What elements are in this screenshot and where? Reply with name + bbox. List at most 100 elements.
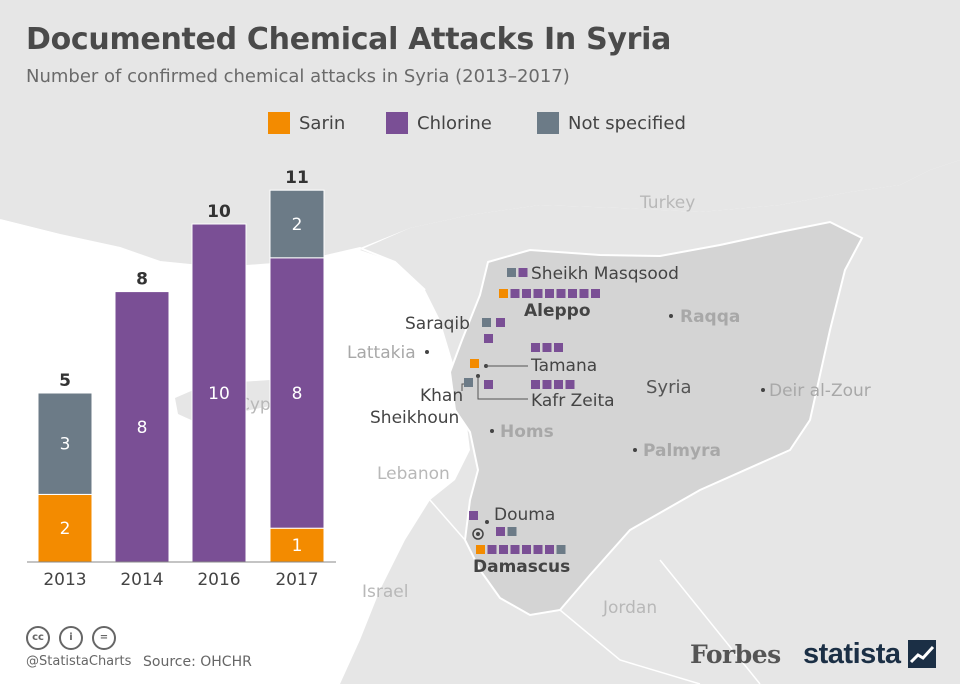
dot-raqqa	[669, 314, 673, 318]
map-square-kafr-zeita-4	[565, 380, 575, 389]
kafr-zeita-leader	[477, 376, 528, 400]
dot-palmyra	[633, 448, 637, 452]
bar-2013-not-specified	[37, 392, 93, 495]
bar-2017-not-specified	[269, 189, 325, 259]
map-square-aleppo-7	[579, 289, 589, 298]
city-sheikh-masqsood: Sheikh Masqsood	[531, 264, 679, 284]
map-square-aleppo-2	[522, 289, 531, 298]
israel-label: Israel	[362, 582, 408, 602]
city-raqqa: Raqqa	[680, 307, 740, 327]
statista-logo-icon	[908, 640, 936, 668]
map-square-damascus-7	[556, 545, 566, 554]
x-tick-2014: 2014	[120, 570, 163, 590]
bar-total-2016: 10	[207, 202, 231, 222]
legend-label-chlorine: Chlorine	[417, 112, 492, 134]
city-kafr-zeita: Kafr Zeita	[531, 391, 615, 411]
map-square-aleppo-3	[533, 289, 543, 298]
bar-value-2017-sarin: 1	[292, 536, 303, 556]
map-square-damascus-5	[533, 545, 543, 554]
chart-subtitle: Number of confirmed chemical attacks in …	[26, 66, 570, 87]
dot-lattakia	[425, 350, 429, 354]
legend-swatch-chlorine	[386, 112, 408, 134]
lebanon-label: Lebanon	[377, 464, 450, 484]
bar-value-2017-not-specified: 2	[292, 215, 303, 235]
city-tamana: Tamana	[530, 356, 597, 376]
legend-swatch-sarin	[268, 112, 290, 134]
map-square-saraqib-0	[482, 318, 491, 327]
map-square-damascus-2	[499, 545, 508, 554]
dot-homs	[490, 429, 494, 433]
turkey-label: Turkey	[639, 193, 695, 213]
map-square-damascus-6	[545, 545, 554, 554]
dot-deir-al-zour	[761, 388, 765, 392]
city-douma: Douma	[494, 505, 555, 525]
capital-marker-inner	[476, 532, 480, 536]
map-square-douma-2	[507, 527, 517, 536]
legend-item-not-specified: Not specified	[537, 112, 686, 134]
legend-label-not-specified: Not specified	[568, 112, 686, 134]
no-derivatives-icon: =	[92, 626, 116, 650]
city-homs: Homs	[500, 422, 554, 442]
map-square-sheikh-masqsood-1	[518, 268, 528, 277]
map-square-kafr-zeita-3	[554, 380, 563, 389]
map-square-kafr-zeita-0	[484, 380, 493, 389]
city-khan-line2: Sheikhoun	[370, 408, 459, 428]
bar-value-2013-sarin: 2	[60, 519, 71, 539]
bar-2016-chlorine	[191, 223, 247, 563]
bar-2014-chlorine	[114, 291, 170, 563]
capital-marker-outer	[472, 528, 484, 540]
source-note: Source: OHCHR	[143, 654, 252, 670]
map-square-damascus-0	[476, 545, 485, 554]
chart-title: Documented Chemical Attacks In Syria	[26, 22, 672, 57]
legend-item-sarin: Sarin	[268, 112, 345, 134]
map-square-kafr-zeita-2	[542, 380, 552, 389]
bar-total-2013: 5	[59, 371, 71, 391]
map-square-aleppo-1	[510, 289, 520, 298]
city-palmyra: Palmyra	[643, 441, 721, 461]
legend-item-chlorine: Chlorine	[386, 112, 492, 134]
map-square-sheikh-masqsood-0	[507, 268, 516, 277]
statista-logo[interactable]: statista	[803, 638, 901, 670]
bar-total-2014: 8	[136, 270, 148, 290]
bar-value-2014-chlorine: 8	[137, 418, 148, 438]
syria-label: Syria	[646, 377, 692, 398]
map-square-khan-sheikhoun-1	[464, 378, 473, 387]
map-square-damascus-3	[510, 545, 520, 554]
bar-2017-sarin	[269, 527, 325, 563]
bar-2013-sarin	[37, 493, 93, 563]
map-square-khan-sheikhoun-0	[470, 359, 479, 368]
creative-commons-icon: cc	[26, 626, 50, 650]
turkey-landmass	[0, 0, 960, 268]
attribution-icon: i	[59, 626, 83, 650]
map-square-damascus-1	[487, 545, 497, 554]
city-saraqib: Saraqib	[405, 314, 470, 334]
lebanon-border	[409, 409, 466, 541]
x-axis-labels: 2013 2014 2016 2017	[43, 570, 318, 590]
map-square-douma-0	[469, 511, 478, 520]
map-square-aleppo-5	[556, 289, 566, 298]
bar-value-2016-chlorine: 10	[208, 384, 230, 404]
city-aleppo: Aleppo	[524, 301, 591, 321]
bar-chart: 2 3 5 8 8 10 10 1 8 2 11	[37, 168, 325, 563]
map-square-saraqib-2	[484, 334, 493, 343]
x-tick-2013: 2013	[43, 570, 86, 590]
legend-label-sarin: Sarin	[299, 112, 346, 134]
city-lattakia: Lattakia	[347, 343, 416, 363]
bar-value-2017-chlorine: 8	[292, 384, 303, 404]
map-square-aleppo-0	[499, 289, 508, 298]
map-square-damascus-4	[522, 545, 531, 554]
bar-value-2013-not-specified: 3	[60, 435, 71, 455]
dot-douma	[485, 520, 489, 524]
city-deir-al-zour: Deir al-Zour	[769, 381, 871, 401]
map-square-kafr-zeita-1	[531, 380, 540, 389]
forbes-logo[interactable]: Forbes	[690, 640, 781, 669]
city-damascus: Damascus	[473, 557, 570, 577]
x-tick-2016: 2016	[197, 570, 240, 590]
map-square-saraqib-1	[496, 318, 505, 327]
map-square-douma-1	[496, 527, 505, 536]
bar-2017-chlorine	[269, 257, 325, 529]
jordan-label: Jordan	[602, 598, 657, 618]
statista-handle[interactable]: @StatistaCharts	[26, 654, 132, 669]
